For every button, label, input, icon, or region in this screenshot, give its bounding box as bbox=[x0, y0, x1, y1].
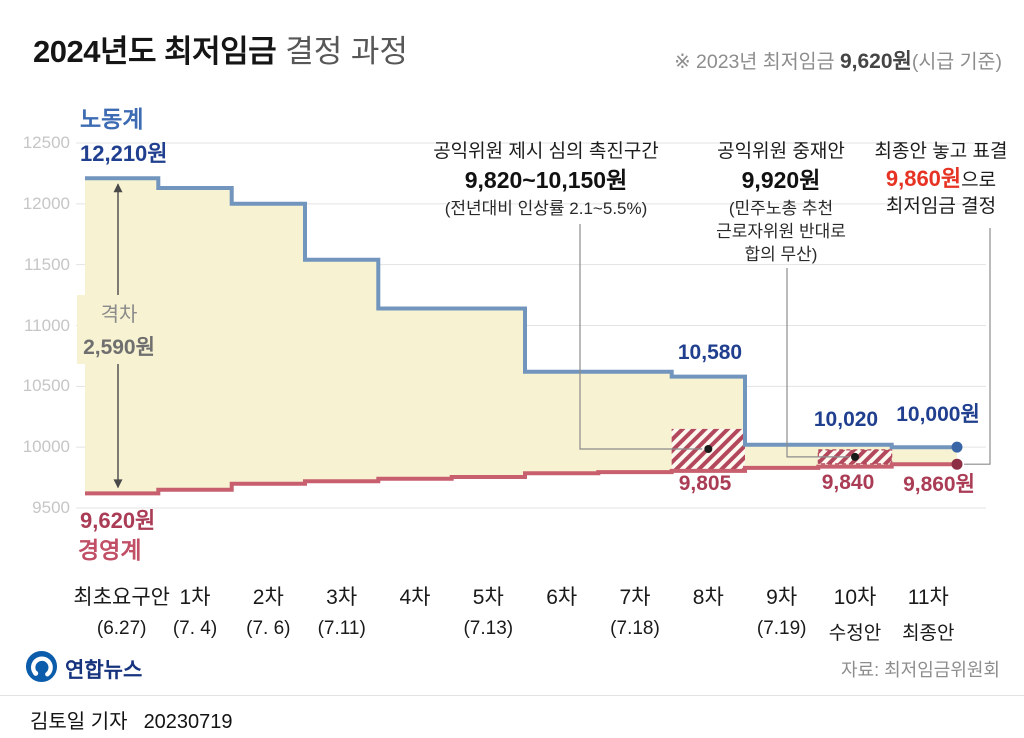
x-axis-category-6: 5차 (7.13) bbox=[463, 581, 513, 640]
final-wage-value: 9,860원 bbox=[885, 166, 962, 192]
x-axis-round-label: 8차 bbox=[692, 586, 724, 609]
gap-annotation: 격차 2,590원 bbox=[77, 295, 161, 364]
x-axis-round-label: 9차 bbox=[766, 586, 798, 609]
management-series-label: 경영계 bbox=[78, 537, 142, 563]
yonhap-logo-text: 연합뉴스 bbox=[65, 659, 143, 682]
x-axis-round-label: 2차 bbox=[252, 586, 284, 609]
x-axis-category-4: 3차 (7.11) bbox=[318, 581, 366, 640]
note-suffix: (시급 기준) bbox=[911, 51, 1002, 73]
reference-note: ※ 2023년 최저임금 9,620원(시급 기준) bbox=[674, 45, 1002, 75]
deliberation-range-line1: 공익위원 제시 심의 촉진구간 bbox=[433, 141, 659, 162]
x-axis-date-label: (7.13) bbox=[463, 618, 514, 639]
management-start-value: 9,620원 bbox=[80, 508, 156, 533]
mediation-note-1: (민주노총 추천 bbox=[728, 199, 834, 219]
deliberation-range-annotation: 공익위원 제시 심의 촉진구간 9,820~10,150원 (전년대비 인상률 … bbox=[433, 139, 659, 221]
mediation-line1: 공익위원 중재안 bbox=[717, 141, 845, 162]
x-axis-date-label: 최종안 bbox=[902, 623, 955, 644]
x-axis-category-7: 6차 bbox=[546, 581, 577, 611]
x-axis-date-label: (6.27) bbox=[96, 618, 147, 639]
x-axis-round-label: 10차 bbox=[833, 586, 877, 609]
x-axis-category-5: 4차 bbox=[400, 581, 431, 611]
final-wage-suffix: 으로 bbox=[961, 170, 997, 192]
y-axis-tick-12500: 12500 bbox=[22, 133, 70, 152]
labor-value-10580: 10,580 bbox=[677, 341, 743, 364]
x-axis-date-label: (7. 6) bbox=[246, 618, 291, 639]
x-axis-category-8: 7차 (7.18) bbox=[610, 581, 660, 640]
mediation-note-3: 합의 무산) bbox=[744, 244, 818, 264]
x-axis-round-label: 1차 bbox=[179, 586, 211, 609]
x-axis-round-label: 최초요구안 bbox=[73, 586, 170, 609]
byline: 김토일 기자 20230719 bbox=[30, 705, 233, 734]
y-axis-tick-12000: 12000 bbox=[22, 193, 70, 213]
x-axis-category-10: 9차 (7.19) bbox=[757, 581, 807, 640]
publish-date: 20230719 bbox=[143, 711, 233, 733]
deliberation-range-value: 9,820~10,150원 bbox=[464, 167, 628, 194]
title-sub: 결정 과정 bbox=[285, 34, 408, 69]
footer: 연합뉴스 자료: 최저임금위원회 bbox=[25, 650, 1000, 688]
yonhap-logo: 연합뉴스 bbox=[25, 650, 142, 688]
labor-start-value: 12,210원 bbox=[80, 141, 168, 166]
labor-series-label: 노동계 bbox=[80, 106, 144, 132]
page-title: 2024년도 최저임금 결정 과정 bbox=[33, 26, 408, 71]
mediation-annotation: 공익위원 중재안 9,920원 (민주노총 추천 근로자위원 반대로 합의 무산… bbox=[716, 139, 846, 267]
x-axis-date-label: (7.11) bbox=[317, 618, 366, 639]
x-axis-date-label: (7. 4) bbox=[172, 618, 218, 639]
x-axis-date-label: (7.19) bbox=[756, 618, 807, 639]
title-main: 2024년도 최저임금 bbox=[33, 34, 277, 69]
note-prefix: ※ 2023년 최저임금 bbox=[674, 51, 840, 73]
reporter-name: 김토일 기자 bbox=[30, 711, 128, 733]
gap-title: 격차 bbox=[100, 304, 138, 326]
final-vote-line1: 최종안 놓고 표결 bbox=[874, 141, 1008, 162]
labor-final-value: 10,000원 bbox=[896, 403, 980, 426]
labor-value-10020: 10,020 bbox=[813, 408, 879, 431]
mediation-note-2: 근로자위원 반대로 bbox=[716, 222, 846, 242]
final-vote-value-line: 9,860원으로 bbox=[875, 164, 1008, 193]
x-axis-category-2: 1차 (7. 4) bbox=[173, 581, 217, 640]
y-axis-tick-11500: 11500 bbox=[23, 254, 70, 274]
note-value: 9,620원 bbox=[839, 50, 912, 73]
x-axis-category-1: 최초요구안 (6.27) bbox=[73, 581, 170, 640]
y-axis-tick-9500: 9500 bbox=[32, 498, 70, 517]
footer-divider bbox=[0, 695, 1024, 696]
mediation-value: 9,920원 bbox=[741, 167, 821, 194]
x-axis-round-label: 7차 bbox=[619, 586, 651, 609]
final-vote-annotation: 최종안 놓고 표결 9,860원으로 최저임금 결정 bbox=[875, 139, 1008, 219]
y-axis-tick-10500: 10500 bbox=[22, 376, 70, 396]
management-value-9840: 9,840 bbox=[821, 471, 875, 494]
x-axis-date-label: 수정안 bbox=[828, 623, 882, 644]
x-axis-date-label: (7.18) bbox=[610, 618, 660, 639]
y-axis-tick-10000: 10000 bbox=[22, 437, 70, 457]
x-axis-round-label: 4차 bbox=[399, 586, 431, 609]
y-axis-tick-11000: 11000 bbox=[23, 315, 70, 335]
x-axis-round-label: 5차 bbox=[472, 586, 504, 609]
management-final-value: 9,860원 bbox=[903, 473, 975, 496]
x-axis-category-3: 2차 (7. 6) bbox=[246, 581, 290, 640]
deliberation-range-rate: (전년대비 인상률 2.1~5.5%) bbox=[444, 199, 648, 219]
data-source: 자료: 최저임금위원회 bbox=[840, 660, 1000, 680]
x-axis-round-label: 6차 bbox=[546, 586, 578, 609]
gap-value: 2,590원 bbox=[83, 336, 155, 359]
yonhap-logo-icon bbox=[25, 650, 58, 688]
final-vote-line3: 최저임금 결정 bbox=[885, 195, 997, 217]
management-value-9805: 9,805 bbox=[678, 472, 732, 495]
x-axis-round-label: 11차 bbox=[907, 586, 949, 609]
x-axis-round-label: 3차 bbox=[326, 586, 358, 609]
x-axis-category-9: 8차 bbox=[693, 581, 724, 611]
